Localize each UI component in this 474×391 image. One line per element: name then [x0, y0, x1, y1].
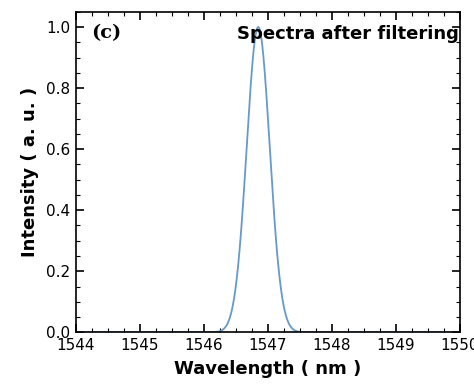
X-axis label: Wavelength ( nm ): Wavelength ( nm ) — [174, 360, 362, 378]
Text: (c): (c) — [91, 25, 121, 43]
Text: Spectra after filtering: Spectra after filtering — [237, 25, 459, 43]
Y-axis label: Intensity ( a. u. ): Intensity ( a. u. ) — [21, 87, 39, 257]
